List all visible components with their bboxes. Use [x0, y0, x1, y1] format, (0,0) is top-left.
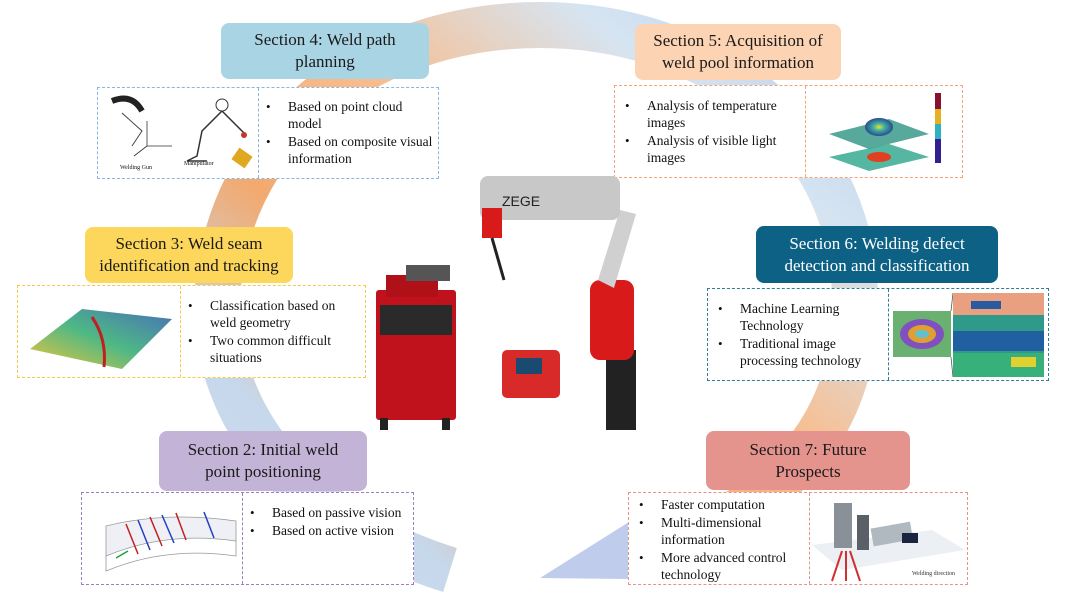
bullet-item: Multi-dimensional information — [633, 514, 813, 548]
weld-path-diagram: Welding Gun Manipulator — [102, 91, 254, 176]
bullet-item: Faster computation — [633, 496, 813, 513]
section-4-bullets: Based on point cloud model Based on comp… — [260, 98, 435, 168]
welding-system-diagram: Welding direction — [812, 495, 965, 583]
robot-brand-text: ZEGE — [502, 193, 540, 209]
section-3-bullets: Classification based on weld geometry Tw… — [182, 297, 362, 367]
section-7-panel: Faster computation Multi-dimensional inf… — [628, 492, 968, 585]
bullet-item: Two common difficult situations — [182, 332, 362, 366]
temperature-surface-plot — [809, 89, 959, 175]
section-2-panel: Based on passive vision Based on active … — [81, 492, 414, 585]
section-5-bullets: Analysis of temperature images Analysis … — [619, 97, 804, 167]
section-4-panel: Welding Gun Manipulator Based on point c… — [97, 87, 439, 179]
weld-point-diagram — [86, 496, 238, 582]
bullet-item: Analysis of temperature images — [619, 97, 804, 131]
section-5-title: Section 5: Acquisition of weld pool info… — [635, 24, 841, 80]
bullet-item: Based on point cloud model — [260, 98, 435, 132]
section-7-bullets: Faster computation Multi-dimensional inf… — [633, 496, 813, 584]
weld-seam-point-cloud — [22, 289, 177, 375]
section-3-title: Section 3: Weld seam identification and … — [85, 227, 293, 283]
section-3-panel: Classification based on weld geometry Tw… — [17, 285, 366, 378]
welding-robot-equipment-photo: ZEGE — [370, 170, 670, 440]
welding-gun-label: Welding Gun — [120, 165, 153, 171]
section-6-bullets: Machine Learning Technology Traditional … — [712, 300, 882, 370]
bullet-item: Traditional image processing technology — [712, 335, 882, 369]
section-6-panel: Machine Learning Technology Traditional … — [707, 288, 1049, 381]
section-4-title: Section 4: Weld path planning — [221, 23, 429, 79]
bullet-item: Based on composite visual information — [260, 133, 435, 167]
welding-direction-label: Welding direction — [912, 571, 956, 577]
bullet-item: More advanced control technology — [633, 549, 813, 583]
section-2-bullets: Based on passive vision Based on active … — [244, 504, 409, 540]
bullet-item: Classification based on weld geometry — [182, 297, 362, 331]
bullet-item: Machine Learning Technology — [712, 300, 882, 334]
section-6-title: Section 6: Welding defect detection and … — [756, 226, 998, 283]
section-5-panel: Analysis of temperature images Analysis … — [614, 85, 963, 178]
section-2-title: Section 2: Initial weld point positionin… — [159, 431, 367, 491]
manipulator-label: Manipulator — [184, 161, 214, 167]
bullet-item: Based on active vision — [244, 522, 409, 539]
bullet-item: Based on passive vision — [244, 504, 409, 521]
section-7-title: Section 7: Future Prospects — [706, 431, 910, 490]
bullet-item: Analysis of visible light images — [619, 132, 804, 166]
defect-segmentation-images — [891, 291, 1046, 379]
